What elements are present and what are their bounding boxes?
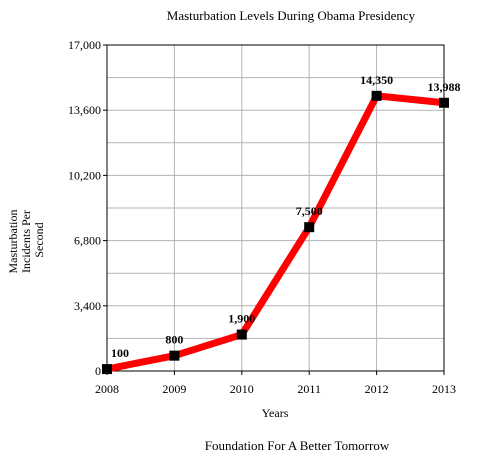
x-tick-label: 2009 [162, 382, 186, 396]
x-tick-label: 2010 [230, 382, 254, 396]
series-line [103, 92, 448, 373]
y-axis-label-line: Incidents Per [19, 210, 33, 273]
data-point-marker [102, 364, 112, 375]
y-tick-label: 3,400 [74, 299, 101, 313]
series-group: 100 800 1,900 7,500 14,350 13,988 [102, 73, 461, 375]
data-label: 14,350 [360, 73, 393, 87]
y-tick-label: 10,200 [68, 168, 101, 182]
data-point-marker [304, 222, 315, 233]
y-axis-label: Masturbation Incidents Per Second [6, 207, 46, 274]
y-tick-label: 6,800 [74, 234, 101, 248]
y-tick-label: 17,000 [68, 38, 101, 52]
gridlines [106, 44, 445, 372]
data-label: 1,900 [228, 312, 255, 326]
y-axis-label-line: Second [32, 222, 46, 257]
data-label: 13,988 [428, 80, 461, 94]
data-label: 800 [165, 333, 183, 347]
data-label: 100 [111, 346, 129, 360]
chart-title: Masturbation Levels During Obama Preside… [167, 8, 416, 23]
y-tick-label: 0 [95, 364, 101, 378]
data-label: 7,500 [296, 204, 323, 218]
y-tick-label: 13,600 [68, 103, 101, 117]
x-axis-ticks: 2008 2009 2010 2011 2012 2013 [95, 371, 456, 396]
x-tick-label: 2013 [432, 382, 456, 396]
y-axis-label-line: Masturbation [6, 210, 20, 274]
x-tick-label: 2008 [95, 382, 119, 396]
data-point-marker [371, 90, 382, 101]
data-point-marker [169, 350, 180, 361]
plot-area [106, 44, 445, 372]
data-point-marker [236, 329, 247, 340]
chart-footer: Foundation For A Better Tomorrow [205, 438, 390, 453]
x-tick-label: 2011 [297, 382, 321, 396]
x-axis-label: Years [262, 406, 289, 420]
data-point-marker [439, 97, 449, 108]
x-tick-label: 2012 [365, 382, 389, 396]
y-axis-ticks: 0 3,400 6,800 10,200 13,600 17,000 [68, 38, 107, 378]
